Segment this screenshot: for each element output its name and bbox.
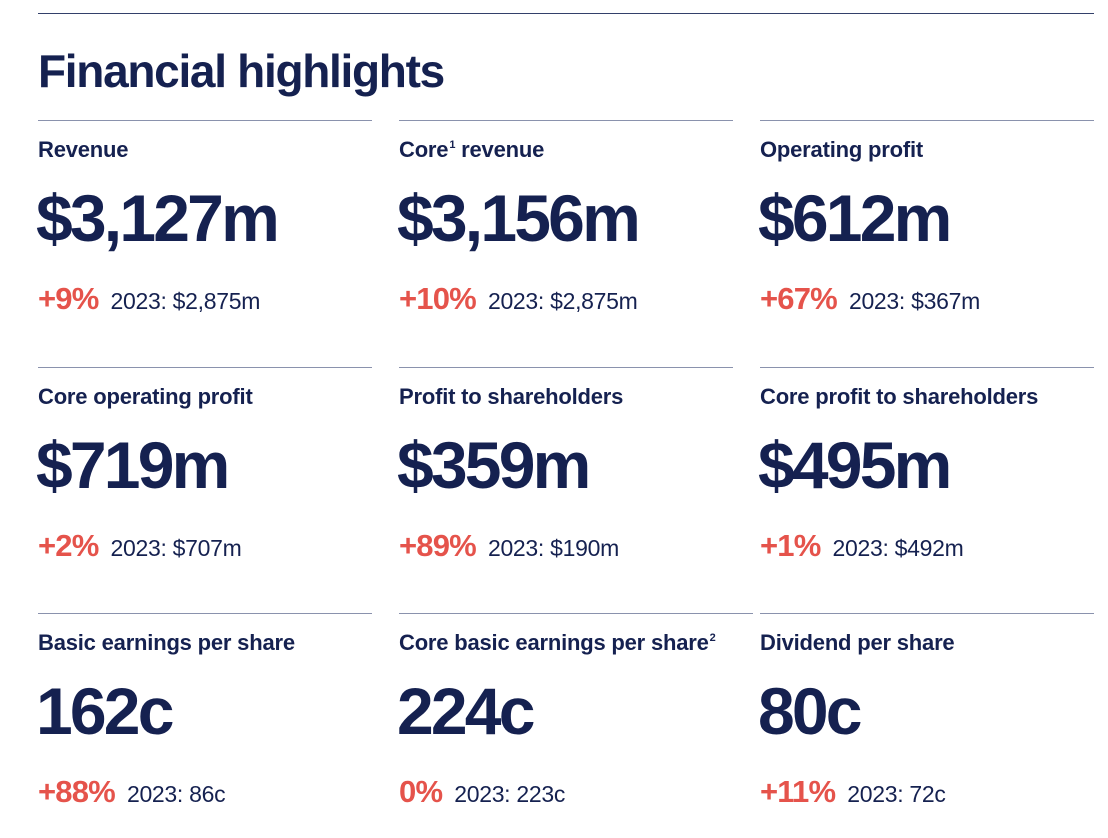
prior-year-value: 2023: $2,875m [487, 288, 638, 314]
prior-year-value: 2023: $707m [110, 535, 242, 561]
change-percent: +67% [760, 281, 838, 316]
change-percent: +9% [38, 281, 99, 316]
metric-core-basic-eps: Core basic earnings per share2 224c 0% 20… [397, 613, 753, 814]
page-title: Financial highlights [38, 45, 445, 97]
metric-core-profit-to-shareholders: Core profit to shareholders $495m +1% 202… [758, 367, 1094, 568]
metric-revenue: Revenue $3,127m +9% 2023: $2,875m [36, 120, 372, 321]
metric-value: 80c [758, 674, 863, 748]
metric-label: Dividend per share [760, 630, 955, 655]
metric-label: Revenue [38, 137, 129, 162]
footnote-marker: 2 [709, 631, 716, 644]
metric-core-revenue: Core1 revenue $3,156m +10% 2023: $2,875m [397, 120, 733, 321]
metric-label: Core1 revenue [399, 136, 544, 164]
metric-label: Operating profit [760, 137, 924, 162]
prior-year-value: 2023: 86c [126, 781, 226, 807]
metric-label: Core profit to shareholders [760, 384, 1039, 409]
prior-year-value: 2023: 223c [454, 781, 566, 807]
metric-label: Basic earnings per share [38, 630, 295, 655]
metric-label: Core basic earnings per share2 [399, 629, 716, 657]
metric-label: Profit to shareholders [399, 384, 624, 409]
metric-profit-to-shareholders: Profit to shareholders $359m +89% 2023: $… [397, 367, 733, 568]
footnote-marker: 1 [449, 138, 456, 151]
metric-basic-eps: Basic earnings per share 162c +88% 2023: … [36, 613, 372, 814]
metric-change-row: +2% 2023: $707m [38, 526, 242, 572]
metric-label-text: Core [399, 137, 449, 162]
change-percent: +10% [399, 281, 477, 316]
metric-change-row: +89% 2023: $190m [399, 526, 619, 572]
metric-change-row: +1% 2023: $492m [760, 526, 964, 572]
top-divider [38, 13, 1094, 14]
change-percent: +88% [38, 774, 116, 809]
metric-value: 162c [36, 674, 174, 748]
metric-label-suffix: revenue [455, 137, 545, 162]
metric-change-row: +67% 2023: $367m [760, 279, 980, 325]
metric-operating-profit: Operating profit $612m +67% 2023: $367m [758, 120, 1094, 321]
metric-value: $3,156m [397, 181, 641, 255]
metric-value: 224c [397, 674, 535, 748]
change-percent: +89% [399, 528, 477, 563]
metric-value: $612m [758, 181, 952, 255]
metric-dividend-per-share: Dividend per share 80c +11% 2023: 72c [758, 613, 1094, 814]
metric-change-row: +9% 2023: $2,875m [38, 279, 260, 325]
metric-value: $719m [36, 428, 230, 502]
metric-label: Core operating profit [38, 384, 253, 409]
metric-value: $495m [758, 428, 952, 502]
prior-year-value: 2023: 72c [847, 781, 946, 807]
metric-change-row: +10% 2023: $2,875m [399, 279, 638, 325]
change-percent: +2% [38, 528, 99, 563]
change-percent: +1% [760, 528, 821, 563]
change-percent: 0% [399, 774, 443, 809]
metric-label-text: Core basic earnings per share [399, 630, 709, 655]
prior-year-value: 2023: $367m [848, 288, 980, 314]
metric-core-operating-profit: Core operating profit $719m +2% 2023: $70… [36, 367, 372, 568]
metric-value: $359m [397, 428, 591, 502]
prior-year-value: 2023: $492m [832, 535, 964, 561]
change-percent: +11% [760, 774, 836, 809]
metric-value: $3,127m [36, 181, 280, 255]
metric-change-row: +88% 2023: 86c [38, 772, 226, 818]
metric-change-row: 0% 2023: 223c [399, 772, 565, 818]
prior-year-value: 2023: $190m [487, 535, 619, 561]
metric-change-row: +11% 2023: 72c [760, 772, 946, 818]
prior-year-value: 2023: $2,875m [110, 288, 261, 314]
